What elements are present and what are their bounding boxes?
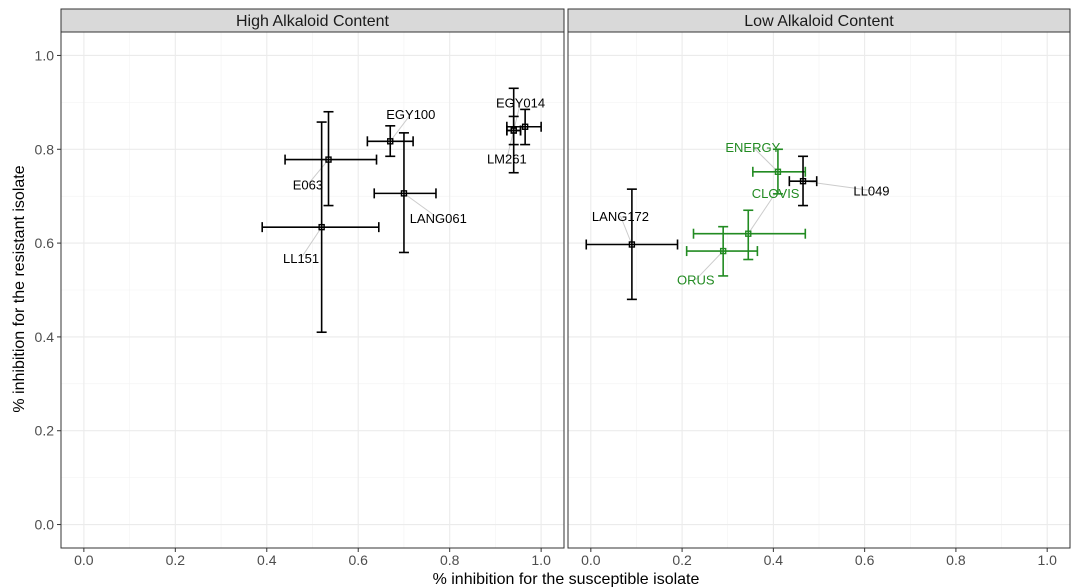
point-marker	[628, 241, 636, 248]
x-axis-title: % inhibition for the susceptible isolate	[433, 571, 700, 587]
x-tick-label: 0.2	[166, 552, 186, 568]
label-connector	[620, 215, 633, 245]
point-marker	[325, 156, 332, 163]
label-connector	[300, 226, 323, 259]
x-tick-label: 0.6	[855, 552, 875, 568]
y-tick-label: 0.2	[35, 423, 55, 439]
x-tick-label: 0.4	[764, 552, 784, 568]
x-tick-label: 1.0	[1037, 552, 1057, 568]
data-point-ll049	[788, 155, 818, 207]
y-tick-label: 0.4	[35, 329, 55, 345]
point-label: EGY014	[496, 95, 545, 110]
point-marker	[510, 127, 517, 134]
label-connector	[389, 113, 412, 142]
point-label: LL049	[853, 184, 889, 199]
label-connector	[695, 250, 724, 281]
point-marker	[774, 168, 782, 175]
point-marker	[799, 177, 807, 185]
label-connector	[403, 192, 439, 219]
data-point-lang172	[585, 188, 679, 301]
panel-border	[60, 31, 565, 549]
point-label: LM261	[487, 152, 527, 167]
label-connector	[802, 180, 872, 192]
point-label: LANG172	[592, 209, 649, 224]
data-point-ll151	[261, 121, 380, 334]
data-point-unlabeled-2	[506, 108, 542, 146]
panel-title: High Alkaloid Content	[236, 13, 390, 30]
x-tick-label: 0.8	[946, 552, 966, 568]
point-label: ORUS	[677, 273, 715, 288]
x-tick-label: 1.0	[531, 552, 551, 568]
y-tick-label: 0.8	[35, 141, 55, 157]
data-point-energy	[752, 148, 807, 195]
point-marker	[719, 247, 727, 255]
data-point-orus	[685, 225, 759, 277]
point-marker	[400, 190, 408, 197]
point-marker	[387, 138, 394, 145]
label-connector	[747, 192, 777, 234]
label-connector	[307, 159, 329, 185]
point-label: E063	[293, 177, 323, 192]
panel-title: Low Alkaloid Content	[744, 13, 894, 30]
point-marker	[318, 223, 325, 231]
panel-2: Low Alkaloid Content 0.0 0.2 0.4 0.6 0.8 1.0 LA…	[567, 8, 1071, 568]
y-tick-label: 0.0	[35, 517, 55, 533]
data-point-e063	[284, 110, 378, 207]
point-label: LANG061	[410, 211, 467, 226]
panels-layer: High Alkaloid Content 0.0 0.2 0.4 0.6 0.8 1.0 0…	[35, 8, 1071, 568]
point-label: EGY100	[386, 107, 435, 122]
point-label: LL151	[283, 251, 319, 266]
point-label: CLOVIS	[752, 186, 800, 201]
panel-border	[567, 31, 1071, 549]
x-tick-label: 0.0	[581, 552, 601, 568]
label-connector	[752, 146, 779, 173]
x-tick-label: 0.6	[348, 552, 368, 568]
point-marker	[745, 230, 752, 237]
point-marker	[521, 123, 529, 130]
x-tick-label: 0.8	[440, 552, 460, 568]
x-tick-label: 0.4	[257, 552, 277, 568]
panel-1: High Alkaloid Content 0.0 0.2 0.4 0.6 0.8 1.0 0…	[35, 8, 565, 568]
y-tick-label: 1.0	[35, 47, 55, 63]
y-axis-title: % inhibition for the resistant isolate	[11, 165, 28, 412]
x-tick-label: 0.0	[74, 552, 94, 568]
data-point-egy100	[366, 125, 414, 158]
data-point-lm261	[506, 115, 522, 146]
data-point-lang061	[373, 132, 437, 254]
y-tick-label: 0.6	[35, 235, 55, 251]
point-label: ENERGY	[725, 140, 780, 155]
x-tick-label: 0.2	[672, 552, 692, 568]
